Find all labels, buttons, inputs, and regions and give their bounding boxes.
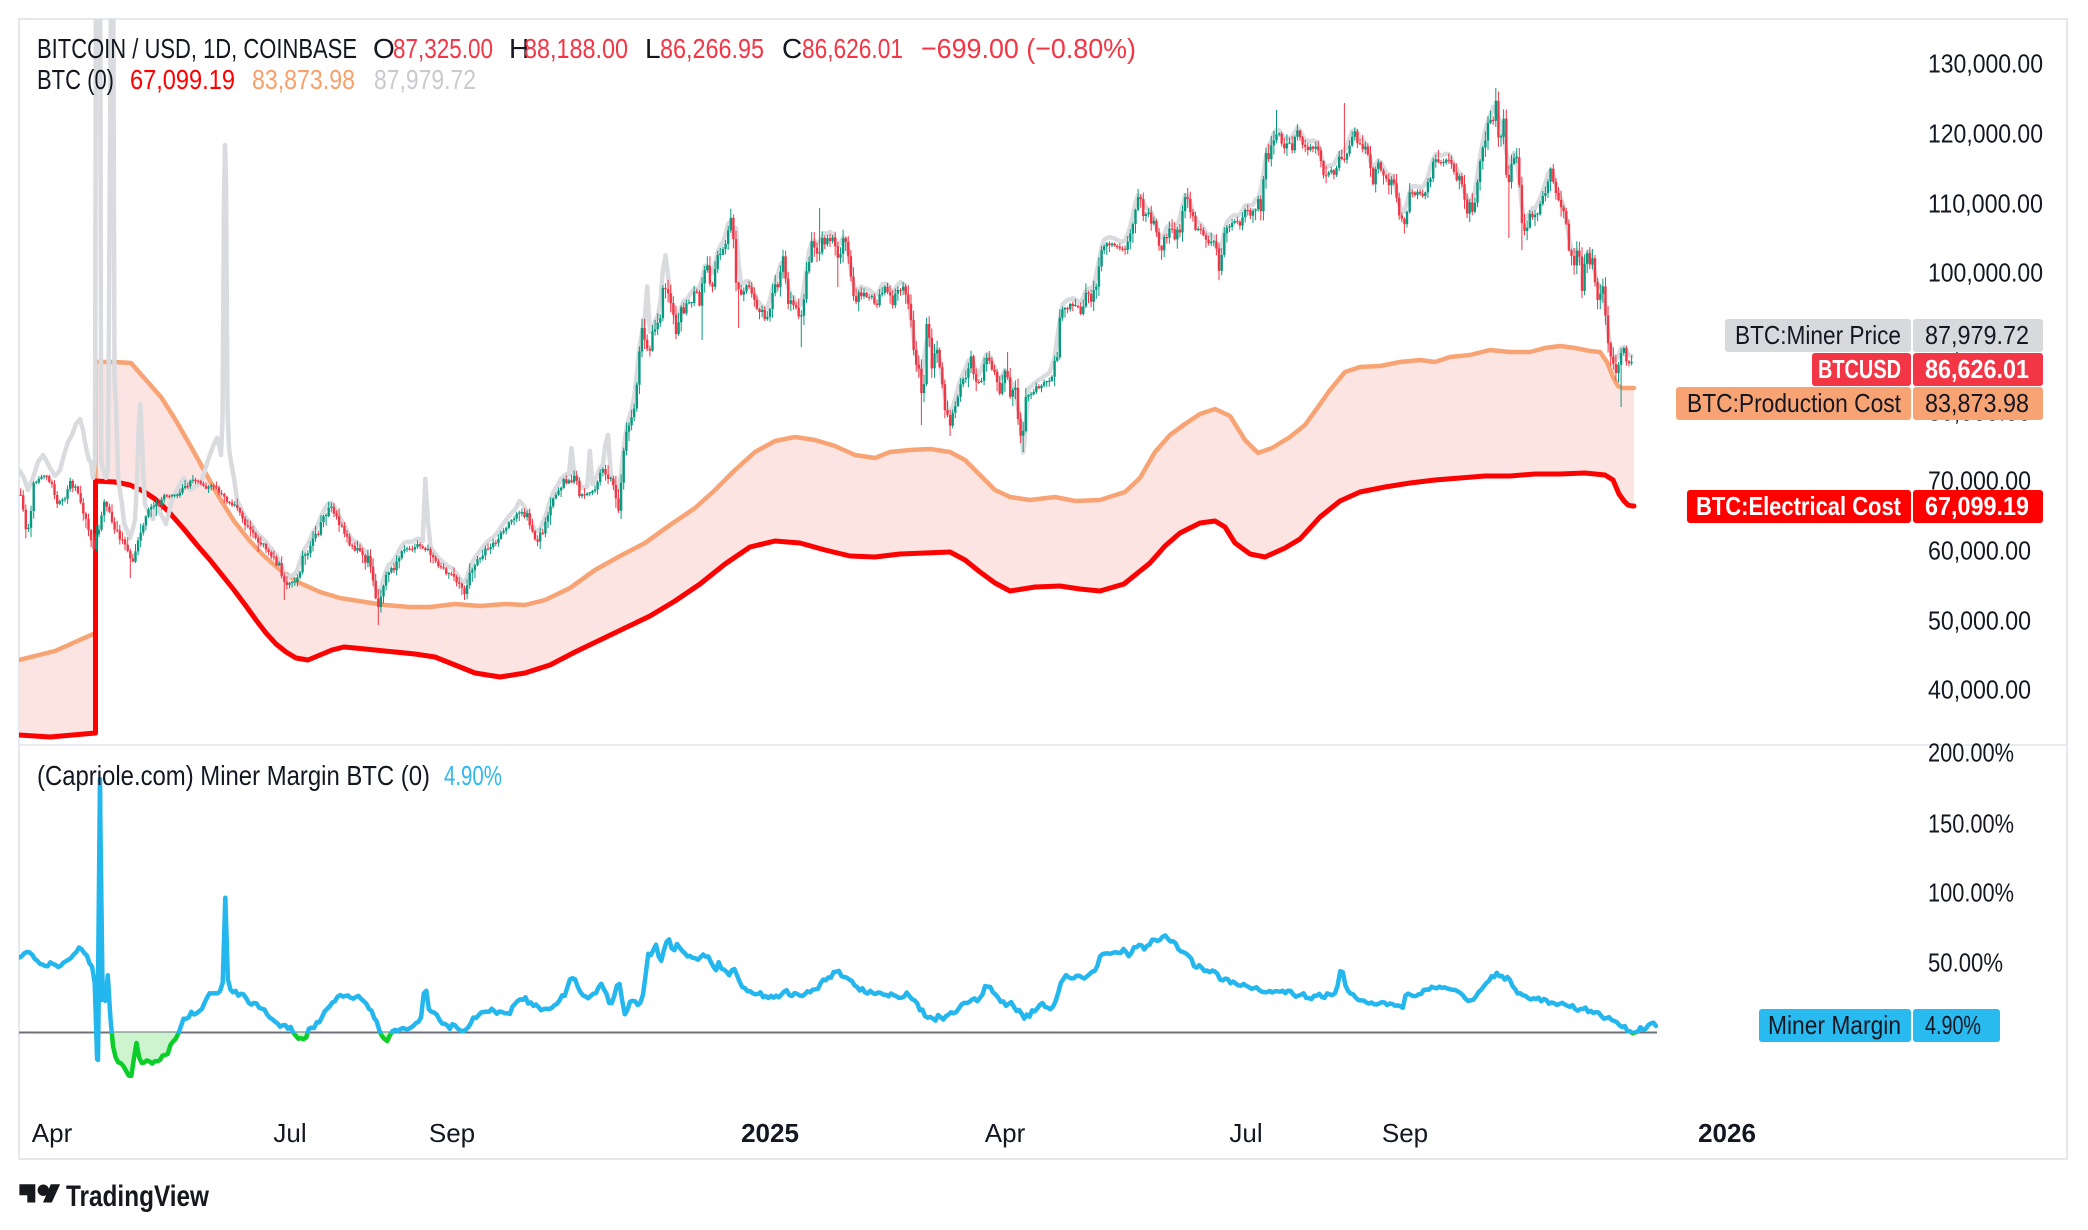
svg-text:BTC:Electrical Cost: BTC:Electrical Cost	[1696, 491, 1901, 521]
svg-text:BTC:Miner Price: BTC:Miner Price	[1735, 320, 1901, 350]
svg-text:L: L	[645, 33, 661, 64]
svg-text:100.00%: 100.00%	[1928, 878, 2014, 908]
svg-text:4.90%: 4.90%	[1925, 1010, 1981, 1040]
svg-text:100,000.00: 100,000.00	[1928, 258, 2043, 288]
svg-text:BITCOIN / USD, 1D, COINBASE: BITCOIN / USD, 1D, COINBASE	[37, 33, 357, 64]
svg-text:BTC:Production Cost: BTC:Production Cost	[1687, 388, 1902, 418]
svg-text:40,000.00: 40,000.00	[1928, 675, 2031, 705]
svg-text:200.00%: 200.00%	[1928, 738, 2014, 768]
svg-text:50.00%: 50.00%	[1928, 948, 2003, 978]
svg-text:BTC (0): BTC (0)	[37, 64, 114, 95]
svg-text:Sep: Sep	[1382, 1118, 1428, 1148]
svg-text:83,873.98: 83,873.98	[1925, 388, 2029, 418]
svg-text:67,099.19: 67,099.19	[1925, 491, 2029, 521]
svg-text:150.00%: 150.00%	[1928, 809, 2014, 839]
svg-text:87,325.00: 87,325.00	[393, 33, 493, 64]
svg-text:Jul: Jul	[273, 1118, 306, 1148]
svg-text:120,000.00: 120,000.00	[1928, 119, 2043, 149]
svg-text:110,000.00: 110,000.00	[1928, 189, 2043, 219]
svg-text:TradingView: TradingView	[66, 1180, 210, 1213]
svg-text:Apr: Apr	[32, 1118, 73, 1148]
svg-text:88,188.00: 88,188.00	[524, 33, 628, 64]
svg-text:Apr: Apr	[985, 1118, 1026, 1148]
svg-text:2026: 2026	[1698, 1118, 1756, 1148]
svg-text:BTCUSD: BTCUSD	[1818, 354, 1901, 384]
svg-text:86,626.01: 86,626.01	[1925, 354, 2029, 384]
svg-text:130,000.00: 130,000.00	[1928, 49, 2043, 79]
svg-text:Sep: Sep	[429, 1118, 475, 1148]
svg-text:2025: 2025	[741, 1118, 799, 1148]
svg-text:86,626.01: 86,626.01	[802, 33, 903, 64]
svg-text:−699.00 (−0.80%): −699.00 (−0.80%)	[921, 33, 1136, 64]
svg-text:O: O	[373, 33, 395, 64]
svg-text:Jul: Jul	[1229, 1118, 1262, 1148]
svg-text:87,979.72: 87,979.72	[1925, 320, 2029, 350]
svg-text:(Capriole.com) Miner Margin BT: (Capriole.com) Miner Margin BTC (0)	[37, 760, 430, 791]
svg-text:C: C	[782, 33, 802, 64]
svg-text:60,000.00: 60,000.00	[1928, 536, 2031, 566]
svg-text:67,099.19: 67,099.19	[130, 64, 235, 95]
svg-text:50,000.00: 50,000.00	[1928, 606, 2031, 636]
svg-text:83,873.98: 83,873.98	[252, 64, 355, 95]
svg-text:87,979.72: 87,979.72	[374, 64, 476, 95]
svg-text:H: H	[509, 33, 529, 64]
svg-text:Miner Margin: Miner Margin	[1768, 1010, 1901, 1040]
svg-text:4.90%: 4.90%	[444, 760, 502, 791]
svg-text:86,266.95: 86,266.95	[660, 33, 764, 64]
